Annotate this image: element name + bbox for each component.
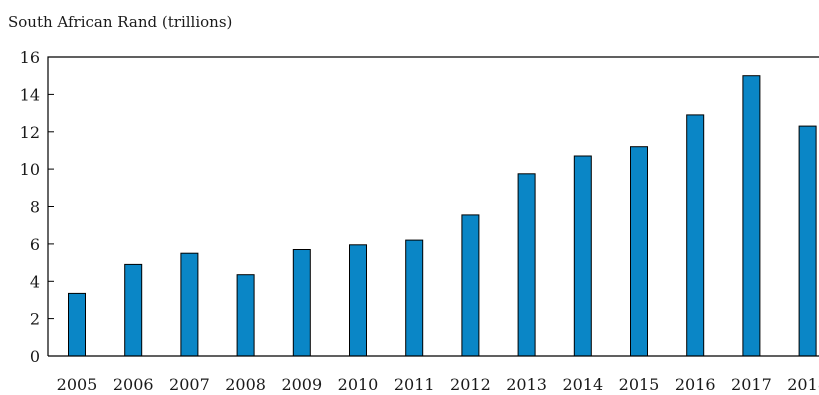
bar-2018 [798, 125, 817, 357]
y-tick-labels: 0 2 4 6 8 10 12 14 16 [20, 48, 40, 366]
y-tick-label: 8 [30, 198, 40, 217]
x-tick-label: 2014 [562, 375, 603, 394]
bars-group [68, 75, 817, 357]
y-tick-label: 2 [30, 310, 40, 329]
x-tick-label: 2005 [57, 375, 98, 394]
bar-2015 [630, 146, 648, 357]
x-tick-label: 2008 [225, 375, 266, 394]
y-tick-label: 6 [30, 235, 40, 254]
bar-2017 [742, 75, 761, 357]
bar-2006 [124, 263, 143, 357]
x-tick-label: 2011 [394, 375, 435, 394]
x-tick-label: 2016 [675, 375, 716, 394]
x-tick-label: 2006 [113, 375, 154, 394]
bar-2016 [686, 114, 705, 357]
axes-group [47, 56, 819, 357]
y-tick-label: 4 [30, 272, 40, 291]
bar-2011 [405, 239, 424, 357]
x-tick-label: 2010 [338, 375, 379, 394]
x-tick-label: 2017 [731, 375, 772, 394]
y-axis-unit-label: South African Rand (trillions) [8, 13, 232, 31]
bar-2005 [68, 292, 86, 357]
y-tick-label: 14 [20, 85, 40, 104]
x-tick-label: 2012 [450, 375, 491, 394]
bar-2014 [573, 155, 592, 357]
x-tick-label: 2015 [619, 375, 660, 394]
x-tick-label: 2018 [787, 375, 819, 394]
y-tick-label: 0 [30, 347, 40, 366]
bar-2013 [517, 173, 536, 357]
x-tick-labels: 2005 2006 2007 2008 2009 2010 2011 2012 2013 2014… [57, 375, 819, 394]
x-tick-label: 2013 [506, 375, 547, 394]
y-tick-label: 10 [20, 160, 40, 179]
bar-2012 [461, 214, 480, 357]
y-tick-label: 12 [20, 123, 40, 142]
x-tick-label: 2009 [281, 375, 322, 394]
bar-2010 [349, 244, 367, 357]
x-tick-label: 2007 [169, 375, 210, 394]
y-tick-label: 16 [20, 48, 40, 67]
bar-2007 [180, 252, 199, 357]
bar-2009 [292, 249, 311, 357]
bar-2008 [236, 274, 255, 357]
